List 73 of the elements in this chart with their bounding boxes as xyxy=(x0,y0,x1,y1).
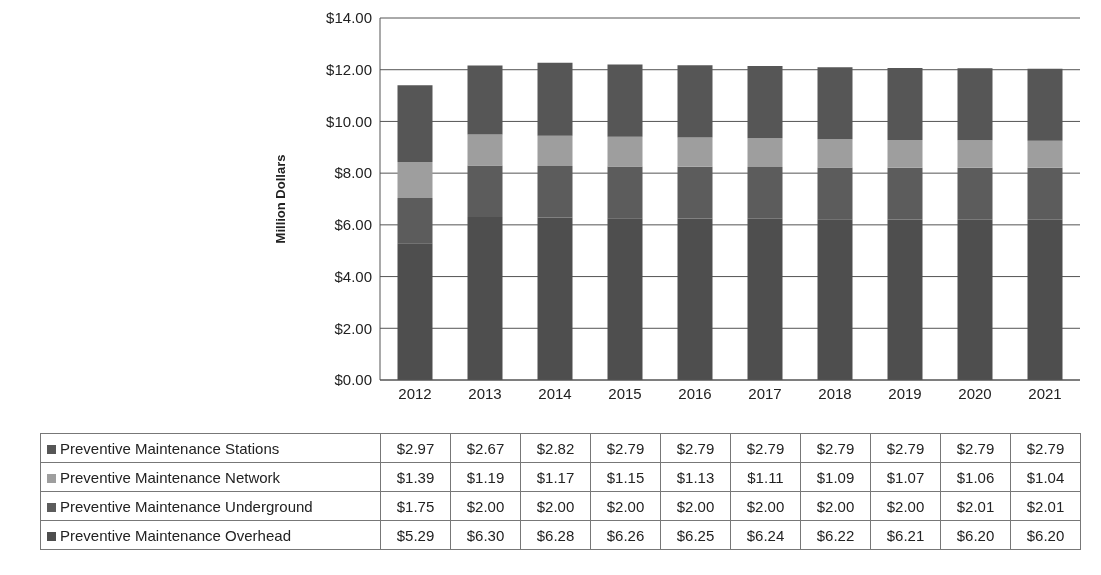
y-tick-label: $14.00 xyxy=(326,9,372,27)
x-tick-label: 2021 xyxy=(1028,384,1062,402)
data-label: $2.00 xyxy=(730,491,801,521)
data-label: $6.30 xyxy=(450,520,521,550)
y-tick-label: $12.00 xyxy=(326,61,372,79)
bar xyxy=(1027,140,1063,168)
bar xyxy=(887,140,923,168)
data-label: $1.13 xyxy=(660,462,731,492)
x-tick-label: 2016 xyxy=(678,384,712,402)
y-tick-label: $4.00 xyxy=(334,267,372,285)
data-label: $1.75 xyxy=(380,491,451,521)
data-label: $2.79 xyxy=(660,433,731,463)
x-tick-label: 2019 xyxy=(888,384,922,402)
x-tick-label: 2018 xyxy=(818,384,852,402)
legend-label: Preventive Maintenance Network xyxy=(40,462,381,492)
x-tick-label: 2020 xyxy=(958,384,992,402)
x-tick-label: 2017 xyxy=(748,384,782,402)
data-label: $1.15 xyxy=(590,462,661,492)
legend-label: Preventive Maintenance Overhead xyxy=(40,520,381,550)
bar xyxy=(397,162,433,198)
x-tick-label: 2014 xyxy=(538,384,572,402)
data-label: $2.01 xyxy=(940,491,1011,521)
data-label: $2.00 xyxy=(450,491,521,521)
data-label: $6.21 xyxy=(870,520,941,550)
data-label: $1.07 xyxy=(870,462,941,492)
bar xyxy=(817,139,853,168)
y-axis-title: Million Dollars xyxy=(272,154,288,244)
bar xyxy=(957,140,993,168)
bar xyxy=(607,136,643,167)
data-label: $2.79 xyxy=(870,433,941,463)
data-label: $2.01 xyxy=(1010,491,1081,521)
legend-label: Preventive Maintenance Stations xyxy=(40,433,381,463)
data-label: $2.00 xyxy=(590,491,661,521)
data-label: $1.19 xyxy=(450,462,521,492)
data-label: $1.09 xyxy=(800,462,871,492)
data-label: $6.25 xyxy=(660,520,731,550)
bar xyxy=(747,138,783,167)
data-label: $6.22 xyxy=(800,520,871,550)
y-tick-label: $8.00 xyxy=(334,164,372,182)
data-label: $2.79 xyxy=(800,433,871,463)
data-label: $1.39 xyxy=(380,462,451,492)
data-label: $5.29 xyxy=(380,520,451,550)
data-label: $6.20 xyxy=(1010,520,1081,550)
y-tick-label: $0.00 xyxy=(334,371,372,389)
data-label: $2.00 xyxy=(800,491,871,521)
data-label: $2.79 xyxy=(730,433,801,463)
data-label: $6.28 xyxy=(520,520,591,550)
data-label: $1.11 xyxy=(730,462,801,492)
data-label: $2.79 xyxy=(1010,433,1081,463)
data-label: $1.17 xyxy=(520,462,591,492)
y-tick-label: $6.00 xyxy=(334,216,372,234)
x-tick-label: 2015 xyxy=(608,384,642,402)
x-tick-label: 2013 xyxy=(468,384,502,402)
data-label: $2.79 xyxy=(590,433,661,463)
data-label: $2.00 xyxy=(520,491,591,521)
legend-label: Preventive Maintenance Underground xyxy=(40,491,381,521)
data-label: $6.26 xyxy=(590,520,661,550)
data-label: $6.20 xyxy=(940,520,1011,550)
data-label: $2.00 xyxy=(870,491,941,521)
x-tick-label: 2012 xyxy=(398,384,432,402)
y-tick-label: $2.00 xyxy=(334,319,372,337)
bar xyxy=(677,137,713,167)
data-label: $2.97 xyxy=(380,433,451,463)
bar xyxy=(537,135,573,166)
data-label: $2.00 xyxy=(660,491,731,521)
data-label: $2.79 xyxy=(940,433,1011,463)
y-tick-label: $10.00 xyxy=(326,112,372,130)
data-label: $1.04 xyxy=(1010,462,1081,492)
data-label: $1.06 xyxy=(940,462,1011,492)
bar xyxy=(467,134,503,166)
data-label: $2.67 xyxy=(450,433,521,463)
data-label: $6.24 xyxy=(730,520,801,550)
data-label: $2.82 xyxy=(520,433,591,463)
